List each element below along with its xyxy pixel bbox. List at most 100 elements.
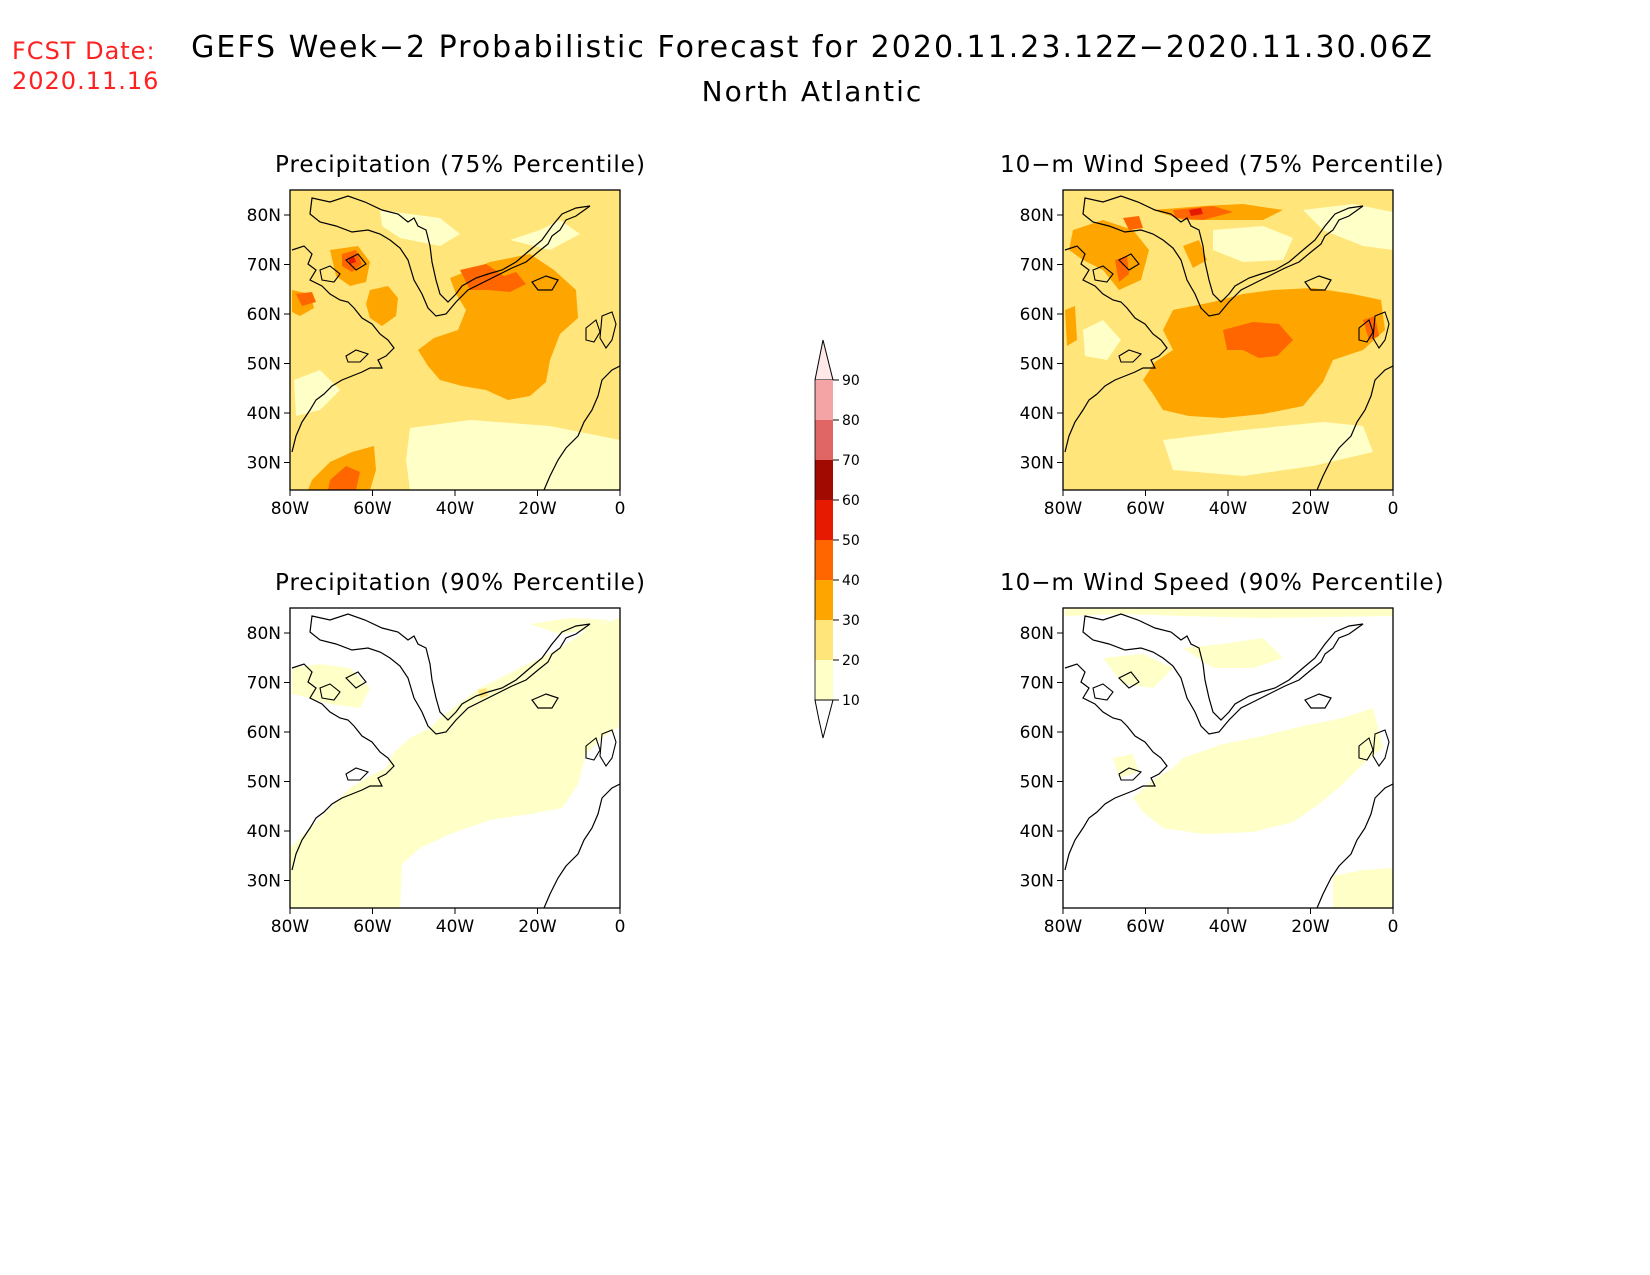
- colorbar-segment-20: [815, 620, 833, 660]
- panel-title-wind90: 10−m Wind Speed (90% Percentile): [1000, 570, 1445, 596]
- colorbar-tick-label: 90: [842, 373, 860, 389]
- lat-tick-label: 60N: [247, 305, 281, 325]
- lon-tick-label: 60W: [353, 499, 392, 519]
- axes-wind75: 80N 70N 60N 50N 40N 30N 80W 60W 40W 20W 0: [1020, 206, 1399, 519]
- lat-tick-label: 80N: [247, 624, 281, 644]
- colorbar-segment-40: [815, 540, 833, 580]
- contour-40-50: [1123, 216, 1143, 230]
- lon-tick-label: 60W: [1126, 499, 1165, 519]
- lat-tick-label: 40N: [1020, 404, 1054, 424]
- page-title: GEFS Week−2 Probabilistic Forecast for 2…: [191, 30, 1434, 65]
- lon-tick-label: 0: [1388, 917, 1399, 937]
- lat-tick-label: 70N: [1020, 674, 1054, 694]
- colorbar-tick-label: 70: [842, 453, 860, 469]
- contour-30-40: [1183, 240, 1207, 268]
- lon-tick-label: 20W: [518, 499, 557, 519]
- lon-tick-label: 20W: [518, 917, 557, 937]
- lat-tick-label: 70N: [247, 256, 281, 276]
- lon-tick-label: 40W: [1209, 917, 1248, 937]
- contour-50-60: [1189, 208, 1203, 216]
- lon-tick-label: 20W: [1291, 499, 1330, 519]
- lat-tick-label: 50N: [247, 773, 281, 793]
- map-panel-precip90: [289, 607, 621, 909]
- colorbar-segment-30: [815, 580, 833, 620]
- lon-tick-label: 0: [615, 499, 626, 519]
- map-panel-wind75: [1062, 189, 1394, 491]
- contour-40-50: [1115, 256, 1129, 282]
- colorbar-tip-bottom: [814, 699, 834, 739]
- lat-tick-label: 30N: [1020, 872, 1054, 892]
- lat-tick-label: 40N: [247, 822, 281, 842]
- contour-10-20: [1113, 754, 1139, 778]
- colorbar-tick-label: 20: [842, 653, 860, 669]
- axes-wind90: 80N 70N 60N 50N 40N 30N 80W 60W 40W 20W 0: [1020, 624, 1399, 937]
- lat-tick-label: 50N: [247, 355, 281, 375]
- lon-tick-label: 60W: [1126, 917, 1165, 937]
- contour-10-20: [380, 210, 460, 246]
- colorbar-segment-70: [815, 420, 833, 460]
- lat-tick-label: 80N: [247, 206, 281, 226]
- lon-tick-label: 60W: [353, 917, 392, 937]
- contour-10-20: [1065, 608, 1393, 618]
- lat-tick-label: 30N: [247, 872, 281, 892]
- lon-tick-label: 80W: [1044, 499, 1083, 519]
- colorbar-tick-label: 80: [842, 413, 860, 429]
- contour-40-50: [1173, 206, 1233, 220]
- map-panel-precip75: [289, 189, 621, 491]
- contour-10-20: [1133, 708, 1383, 834]
- contour-40-50: [1223, 322, 1293, 358]
- contour-30-40: [1069, 220, 1149, 290]
- contour-30-40: [1065, 306, 1077, 346]
- contour-40-50: [296, 292, 316, 306]
- panel-title-precip90: Precipitation (90% Percentile): [275, 570, 646, 596]
- lon-tick-label: 80W: [1044, 917, 1083, 937]
- contour-10-20: [294, 370, 340, 416]
- forecast-date-value: 2020.11.16: [12, 67, 160, 95]
- lon-tick-label: 40W: [436, 917, 475, 937]
- contour-10-20: [292, 664, 370, 708]
- colorbar-tick-label: 50: [842, 533, 860, 549]
- forecast-date-label: FCST Date:: [12, 37, 156, 65]
- lat-tick-label: 60N: [1020, 305, 1054, 325]
- lat-tick-label: 80N: [1020, 624, 1054, 644]
- lat-tick-label: 80N: [1020, 206, 1054, 226]
- lat-tick-label: 40N: [247, 404, 281, 424]
- colorbar-segment-10: [815, 660, 833, 700]
- region-title: North Atlantic: [701, 75, 924, 108]
- panel-title-wind75: 10−m Wind Speed (75% Percentile): [1000, 152, 1445, 178]
- lon-tick-label: 0: [1388, 499, 1399, 519]
- contour-10-20: [1213, 226, 1293, 262]
- map-panel-wind90: [1062, 607, 1394, 909]
- lat-tick-label: 40N: [1020, 822, 1054, 842]
- contour-40-50: [328, 466, 360, 490]
- contour-30-40: [366, 286, 398, 326]
- contour-20-30: [478, 688, 488, 698]
- contour-10-20: [290, 618, 620, 908]
- contour-30-40: [308, 446, 376, 490]
- contour-10-20: [530, 618, 610, 634]
- contour-10-20: [1183, 638, 1283, 668]
- colorbar-tick-label: 30: [842, 613, 860, 629]
- axes-precip75: 80N 70N 60N 50N 40N 30N 80W 60W 40W 20W 0: [247, 206, 626, 519]
- lon-tick-label: 20W: [1291, 917, 1330, 937]
- colorbar-tick-label: 40: [842, 573, 860, 589]
- lon-tick-label: 0: [615, 917, 626, 937]
- lat-tick-label: 30N: [247, 454, 281, 474]
- lat-tick-label: 70N: [247, 674, 281, 694]
- contour-10-20: [1083, 320, 1121, 360]
- colorbar-segment-50: [815, 500, 833, 540]
- forecast-date-block: FCST Date: 2020.11.16: [12, 36, 159, 96]
- lat-tick-label: 50N: [1020, 355, 1054, 375]
- lat-tick-label: 60N: [247, 723, 281, 743]
- colorbar-segment-60: [815, 460, 833, 500]
- contour-10-20: [406, 420, 620, 490]
- lon-tick-label: 80W: [271, 499, 310, 519]
- colorbar-tick-label: 10: [842, 693, 860, 709]
- lat-tick-label: 70N: [1020, 256, 1054, 276]
- lat-tick-label: 50N: [1020, 773, 1054, 793]
- colorbar-tip-top: [814, 339, 834, 381]
- colorbar-segment-80: [815, 380, 833, 420]
- lon-tick-label: 40W: [1209, 499, 1248, 519]
- contour-10-20: [1303, 204, 1393, 250]
